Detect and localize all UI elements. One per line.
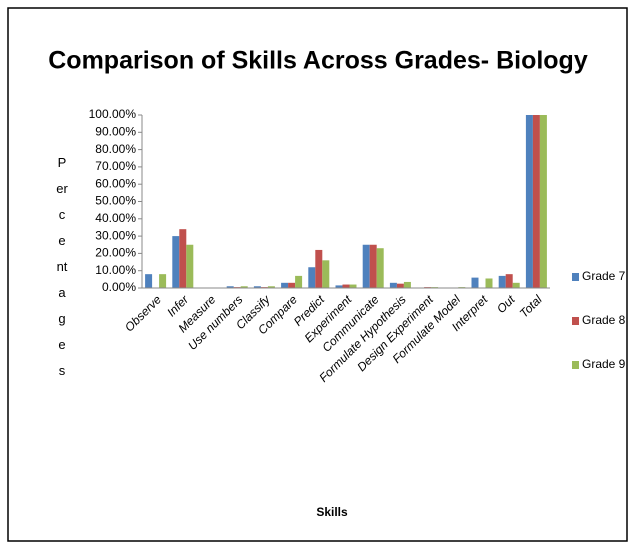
- bar: [485, 278, 493, 288]
- y-tick-label: 90.00%: [95, 124, 136, 138]
- chart-title: Comparison of Skills Across Grades- Biol…: [48, 47, 588, 75]
- bar: [389, 282, 397, 288]
- bar: [376, 248, 384, 288]
- bar: [281, 282, 289, 288]
- bar: [342, 284, 350, 288]
- y-tick-label: 0.00%: [102, 280, 136, 294]
- bar: [505, 274, 513, 288]
- bar: [512, 282, 520, 288]
- bar: [396, 283, 404, 288]
- legend-swatch: [572, 273, 579, 281]
- bar: [362, 244, 370, 288]
- y-tick-label: 100.00%: [89, 107, 137, 121]
- bar: [539, 115, 547, 288]
- bar: [295, 275, 303, 288]
- bar: [240, 286, 248, 288]
- bar: [471, 277, 479, 288]
- y-tick-label: 70.00%: [95, 159, 136, 173]
- bar: [145, 274, 153, 288]
- bar: [179, 229, 187, 288]
- bar: [349, 284, 357, 288]
- bar: [267, 286, 275, 288]
- bar: [172, 236, 180, 288]
- y-tick-label: 60.00%: [95, 176, 136, 190]
- y-tick-label: 10.00%: [95, 263, 136, 277]
- y-tick-label: 20.00%: [95, 246, 136, 260]
- bar: [186, 244, 194, 288]
- bar: [226, 286, 234, 288]
- y-tick-label: 30.00%: [95, 228, 136, 242]
- bar: [403, 281, 411, 288]
- bar: [322, 260, 330, 288]
- bar: [315, 249, 323, 288]
- y-tick-label: 80.00%: [95, 142, 136, 156]
- legend-label: Grade 7: [582, 269, 626, 283]
- legend-label: Grade 9: [582, 357, 626, 371]
- bar: [335, 285, 343, 288]
- legend-swatch: [572, 317, 579, 325]
- legend-label: Grade 8: [582, 313, 626, 327]
- y-tick-label: 50.00%: [95, 194, 136, 208]
- bar: [525, 115, 533, 288]
- bar: [498, 275, 506, 288]
- legend-swatch: [572, 361, 579, 369]
- bar: [288, 282, 296, 288]
- bar: [369, 244, 377, 288]
- y-tick-label: 40.00%: [95, 211, 136, 225]
- x-axis-label: Skills: [316, 505, 348, 519]
- bar: [253, 286, 261, 288]
- bar: [532, 115, 540, 288]
- y-axis-label: Percentages: [56, 155, 68, 378]
- bar: [159, 274, 167, 288]
- bar: [308, 267, 316, 288]
- y-axis-label-box: Percentages: [56, 155, 68, 378]
